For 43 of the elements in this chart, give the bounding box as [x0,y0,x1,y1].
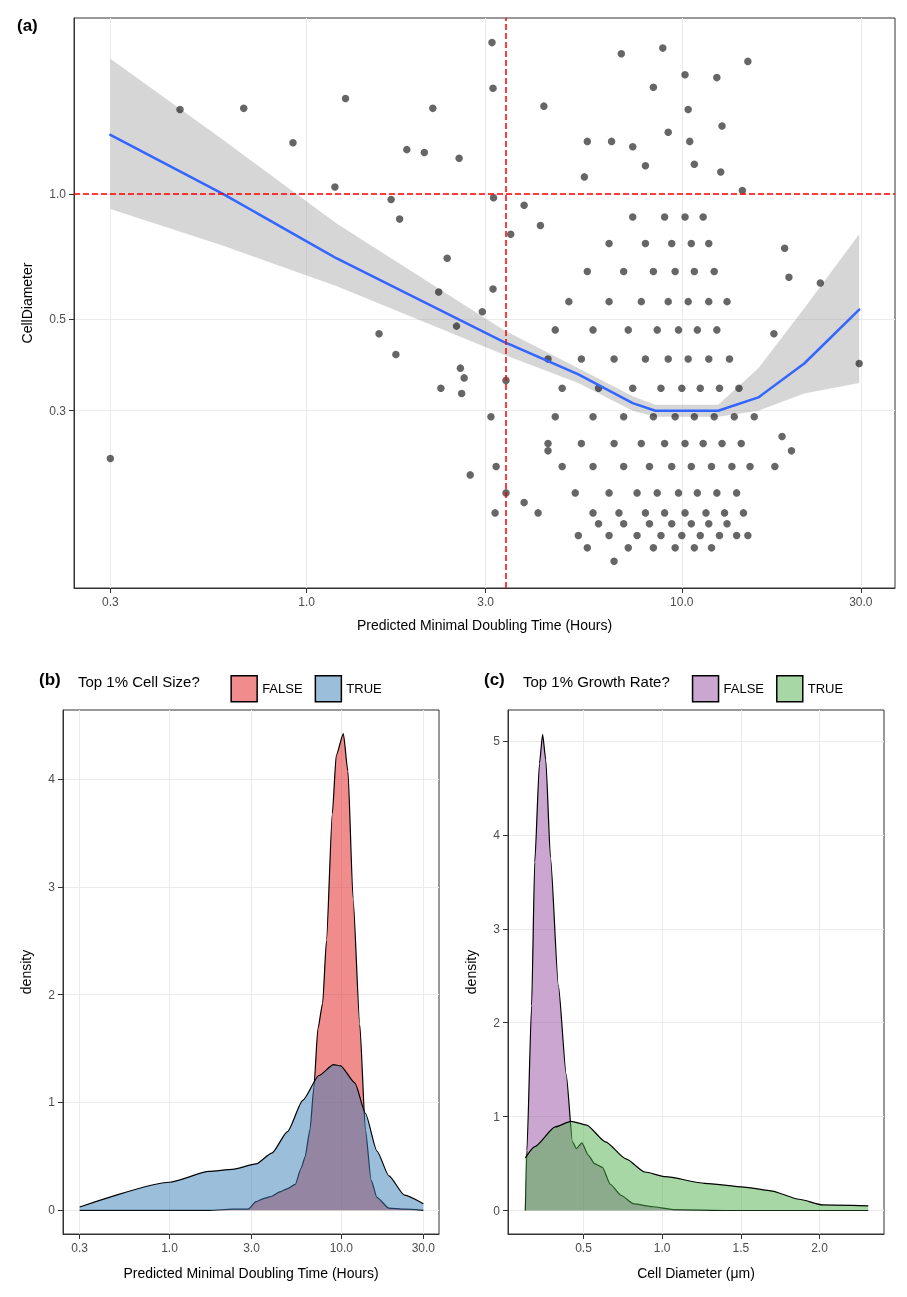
x-tick-label: 3.0 [243,1241,261,1255]
chart-title: (b) [39,670,61,689]
x-tick-label: 1.0 [161,1241,179,1255]
y-tick-label: 0.3 [49,403,67,418]
x-axis-title: Predicted Minimal Doubling Time (Hours) [123,1265,379,1281]
legend-title: Top 1% Growth Rate? [523,673,670,690]
y-axis-title: density [18,949,34,995]
x-tick-label: 0.5 [575,1241,593,1255]
chart-title: (c) [484,670,505,689]
y-tick-label: 1.0 [49,187,67,202]
legend-label: FALSE [262,681,303,697]
y-tick-label: 0 [493,1203,501,1218]
y-tick-label: 3 [493,921,501,936]
x-tick-label: 0.3 [71,1241,89,1255]
chart-title: (a) [17,16,38,35]
y-tick-label: 2 [48,987,56,1002]
y-axis-title: CellDiameter [19,262,35,344]
y-axis-title: density [463,949,479,995]
y-tick-label: 4 [493,827,501,842]
legend-label: TRUE [346,681,383,697]
x-axis-title: Predicted Minimal Doubling Time (Hours) [356,617,613,633]
legend-title: Top 1% Cell Size? [78,673,200,690]
y-tick-label: 4 [48,772,56,786]
y-tick-label: 0 [48,1203,56,1218]
x-tick-label: 2.0 [811,1241,829,1255]
x-tick-label: 1.0 [653,1241,671,1255]
x-tick-label: 1.0 [298,595,316,609]
x-tick-label: 1.5 [732,1241,750,1255]
y-tick-label: 3 [48,879,56,894]
legend-label: FALSE [723,681,765,697]
x-tick-label: 30.0 [411,1241,436,1255]
x-tick-label: 10.0 [329,1241,354,1255]
y-tick-label: 1 [493,1109,501,1124]
x-tick-label: 10.0 [670,595,694,609]
y-tick-label: 5 [493,733,501,748]
x-tick-label: 3.0 [477,595,495,609]
x-tick-label: 30.0 [849,595,873,609]
y-tick-label: 0.5 [49,311,67,326]
x-axis-title: Cell Diameter (μm) [637,1265,755,1281]
x-tick-label: 0.3 [102,595,120,609]
legend-label: TRUE [807,681,844,697]
y-tick-label: 2 [493,1015,501,1030]
y-tick-label: 1 [48,1095,56,1110]
